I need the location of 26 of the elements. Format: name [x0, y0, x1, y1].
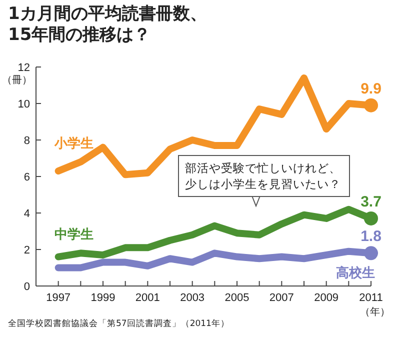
y-tick-label: 2 — [24, 244, 30, 256]
series-label: 高校生 — [336, 264, 375, 281]
y-tick-label: 6 — [24, 172, 30, 184]
x-tick-label: 2007 — [269, 292, 294, 304]
title: 1カ月間の平均読書冊数、15年間の推移は？ — [8, 4, 208, 46]
y-tick-label: 8 — [24, 135, 30, 147]
annotation: 部活や受験で忙しいけれど、少しは小学生を見習いたい？ — [178, 155, 350, 197]
x-tick-label: 1999 — [90, 292, 116, 304]
y-axis-title: （冊） — [2, 75, 32, 86]
x-tick-label: 2011 — [359, 292, 383, 304]
x-axis-title: （年） — [360, 306, 390, 318]
series-label: 中学生 — [54, 228, 94, 243]
x-tick-label: 2001 — [135, 292, 160, 304]
x-tick-label: 2003 — [180, 292, 205, 304]
y-tick-label: 12 — [18, 62, 30, 74]
annotation: 全国学校図書館協議会「第57回読書調査」（2011年） — [8, 318, 230, 330]
x-tick-label: 2009 — [314, 292, 339, 304]
data-label: 3.7 — [360, 193, 382, 210]
x-tick-label: 2005 — [224, 292, 250, 304]
x-tick-label: 1997 — [46, 292, 71, 304]
y-tick-label: 10 — [18, 98, 30, 110]
series-label: 小学生 — [53, 136, 94, 152]
data-label: 9.9 — [360, 80, 382, 98]
y-tick-label: 0 — [24, 281, 30, 293]
data-label: 1.8 — [360, 228, 382, 246]
y-tick-label: 4 — [24, 208, 30, 220]
